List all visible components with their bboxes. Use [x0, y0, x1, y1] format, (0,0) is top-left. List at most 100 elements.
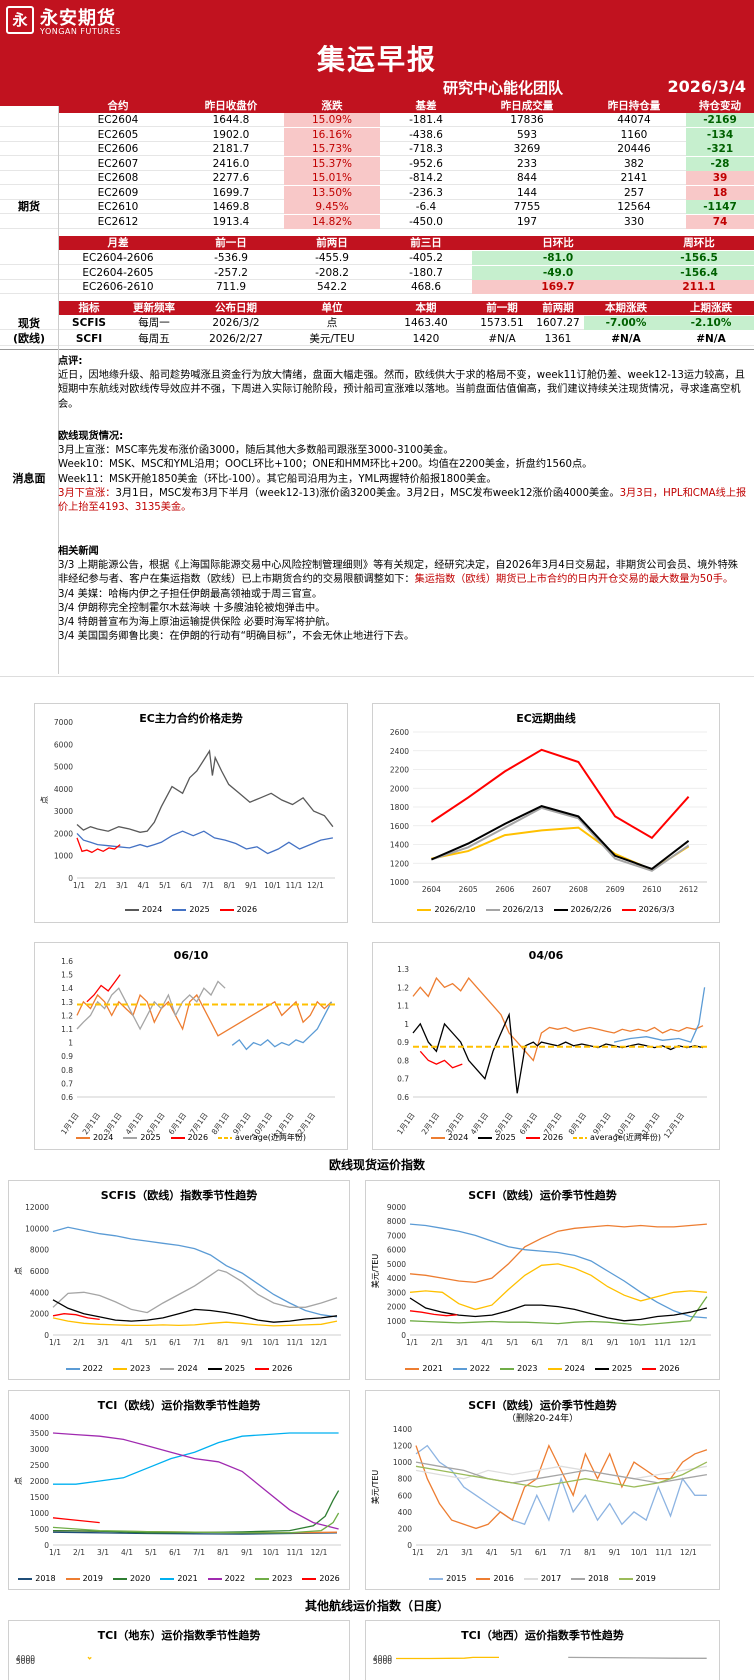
spread-cell-0-4: -81.0 — [472, 251, 644, 265]
legend-swatch — [476, 1577, 491, 1580]
legend-label: 2020 — [129, 1574, 151, 1583]
legend-swatch — [417, 908, 432, 911]
legend-label: 2026/2/10 — [434, 905, 476, 914]
legend-swatch — [571, 1577, 586, 1580]
legend-label: 2018 — [588, 1574, 609, 1583]
x-tick-label: 2610 — [642, 885, 661, 894]
y-tick-label: 500 — [35, 1525, 50, 1534]
legend-label: 2018 — [35, 1574, 56, 1583]
y-tick-label: 1000 — [54, 852, 73, 861]
series-line-2026 — [409, 1310, 458, 1317]
x-tick-label: 12/1 — [679, 1338, 696, 1347]
related-news-4: 3/4 特朗普宣布为海上原油运输提供保险 必要时海军将护航。 — [58, 617, 336, 629]
spot-header-cell-2: 公布日期 — [215, 302, 257, 314]
series-line-2021 — [53, 1432, 339, 1485]
x-tick-label: 8/1 — [582, 1338, 594, 1347]
x-tick-label: 7/1 — [202, 881, 214, 890]
news-side-label: 消息面 — [12, 472, 46, 485]
x-tick-label: 6/1 — [535, 1548, 547, 1557]
y-tick-label: 0.7 — [397, 1075, 409, 1084]
chart-0: EC主力合约价格走势 0 1000 2000 3000 4000 5000 6000 7000 点… — [34, 703, 348, 923]
y-tick-label: 4000 — [54, 785, 73, 794]
legend-swatch — [219, 908, 234, 911]
y-tick-label: 5000 — [54, 763, 73, 772]
series-line-2026 — [419, 1050, 463, 1069]
series-line-2025 — [76, 980, 226, 1031]
y-axis-label: 美元/TEU — [370, 1470, 380, 1505]
spot-red-mid: 3月1日，MSC发布3月下半月（week12-13)涨价函3200美金。3月2日… — [115, 487, 620, 499]
spot-side-label: 现货 (欧线) — [12, 317, 46, 345]
chart-title: SCFI（欧线）运价季节性趋势 — [468, 1189, 617, 1202]
futures-cell-0-1: 1644.8 — [212, 114, 250, 126]
spot-cell-1-7: #N/A — [611, 333, 641, 345]
futures-cell-2-1: 2181.7 — [212, 143, 250, 155]
y-tick-label: 1400 — [393, 1425, 412, 1434]
y-tick-label: 2000 — [30, 1477, 49, 1486]
chart-svg: 0 2000 4000 6000 8000 10000 12000 点 1/1 2/1 3/1 4/1… — [14, 1203, 341, 1347]
x-tick-label: 10/1 — [629, 1338, 646, 1347]
y-tick-label: 1 — [68, 1039, 73, 1048]
futures-header-cell-0: 合约 — [107, 100, 129, 112]
legend-label: 2026 — [236, 905, 258, 914]
futures-cell-6-6: -1147 — [686, 200, 754, 214]
chart-title: 06/10 — [173, 949, 209, 962]
related-news-1-text: 3/3 上期能源公告，根据《上海国际能源交易中心风险控制管理细则》等有关规定，经… — [58, 560, 738, 586]
x-tick-label: 9/1 — [241, 1548, 253, 1557]
y-tick-label: 0 — [44, 1541, 49, 1550]
x-tick-label: 2604 — [422, 885, 441, 894]
series-line-2026 — [52, 1517, 100, 1524]
y-tick-label: 0.9 — [61, 1052, 73, 1061]
spot-cell-0-6: 1607.27 — [536, 317, 580, 329]
x-tick-label: 9/1 — [609, 1548, 621, 1557]
futures-cell-7-0: EC2612 — [97, 215, 139, 228]
chart-9: TCI（地西）运价指数季节性趋势 4000 5000 — [365, 1620, 720, 1680]
futures-cell-5-6: 18 — [686, 185, 754, 200]
legend-label: 2024 — [92, 1133, 114, 1142]
x-tick-label: 7/1 — [556, 1338, 568, 1347]
y-tick-label: 0.6 — [61, 1093, 73, 1102]
series-line-2 — [613, 987, 706, 1043]
legend-item: 2026 — [219, 905, 258, 914]
spread-cell-1-4: -49.0 — [472, 265, 644, 280]
futures-row: EC2604 1644.8 15.09% -181.4 17836 44074 -2169 — [0, 113, 754, 127]
series-line-2025 — [412, 1012, 704, 1094]
x-tick-label: 10/1 — [264, 881, 281, 890]
y-tick-label: 1400 — [390, 841, 409, 850]
spot-cell-1-4: 1420 — [412, 333, 440, 345]
spot-cell-1-8: #N/A — [696, 333, 726, 345]
futures-cell-2-6: -321 — [686, 142, 754, 156]
chart-title: EC远期曲线 — [516, 712, 576, 725]
futures-cell-5-3: -236.3 — [409, 186, 443, 199]
x-tick-label: 5/1 — [510, 1548, 522, 1557]
y-tick-label: 1000 — [387, 1317, 406, 1326]
series-line-2026 — [86, 974, 121, 1003]
section-title-other-routes: 其他航线运价指数（日度） — [304, 1599, 449, 1613]
futures-cell-4-0: EC2608 — [97, 172, 139, 184]
spread-cell-0-0: EC2604-2606 — [82, 252, 154, 264]
y-tick-label: 0 — [68, 874, 73, 883]
legend-label: 2021 — [422, 1364, 443, 1373]
spread-cell-1-3: -180.7 — [409, 266, 443, 279]
futures-cell-0-4: 17836 — [510, 114, 544, 126]
legend-label: 2026/2/13 — [502, 905, 544, 914]
futures-cell-3-5: 382 — [623, 157, 645, 170]
section-title-spot-index: 欧线现货运价指数 — [328, 1158, 425, 1172]
legend-swatch — [75, 1136, 90, 1139]
x-tick-label: 2612 — [679, 885, 698, 894]
y-tick-label: 2000 — [387, 1303, 406, 1312]
series-line-2025 — [409, 1297, 708, 1322]
chart-svg: 0 1000 2000 3000 4000 5000 6000 7000 8000 9000 美元/… — [370, 1203, 711, 1347]
spot-cell-0-3: 点 — [326, 317, 338, 329]
comment-body: 近日，因地缘升级、船司趁势喊涨且资金行为放大情绪，盘面大幅走强。然而，欧线供大于… — [58, 370, 745, 410]
spread-cell-1-2: -208.2 — [315, 266, 349, 279]
legend-label: 2024 — [141, 905, 163, 914]
x-tick-label: 3/1 — [461, 1548, 473, 1557]
y-tick-label: 0.9 — [397, 1038, 409, 1047]
x-tick-label: 4/1 — [121, 1548, 133, 1557]
futures-row: EC2609 1699.7 13.50% -236.3 144 257 18 — [0, 185, 754, 200]
legend-swatch — [124, 908, 139, 911]
